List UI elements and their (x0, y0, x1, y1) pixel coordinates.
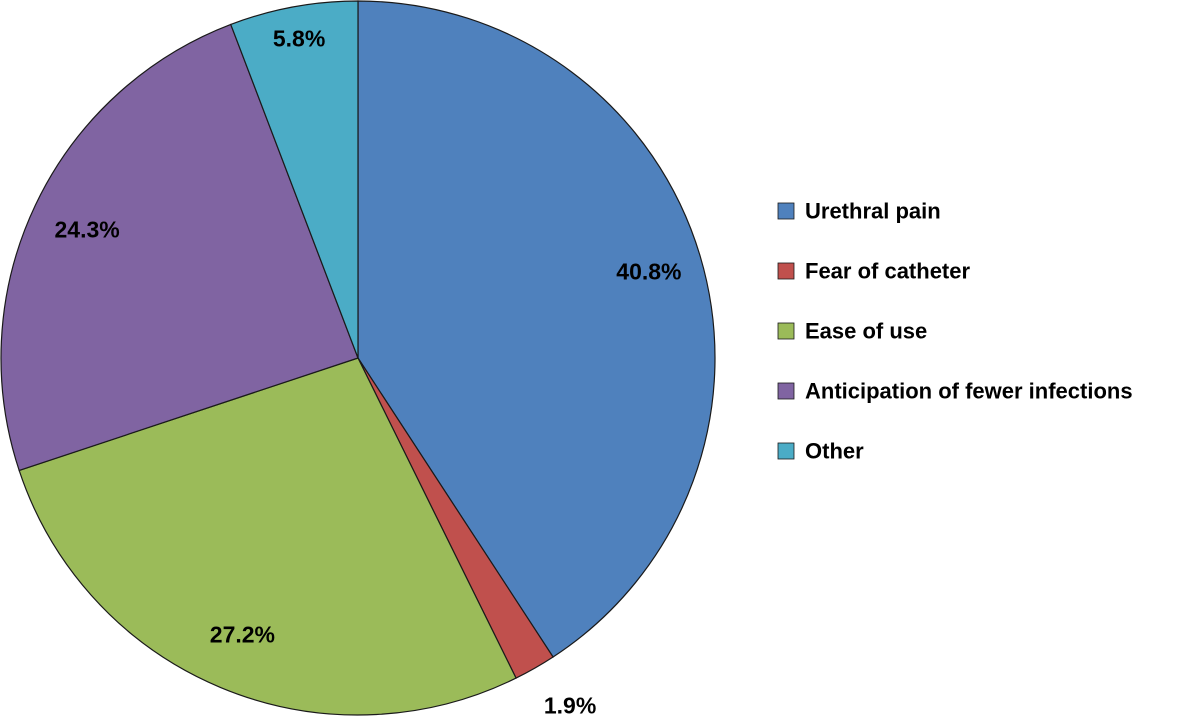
legend-swatch (777, 382, 795, 400)
legend-swatch (777, 202, 795, 220)
pie-slice-other (229, 0, 359, 359)
pie-slice-urethral-pain (357, 0, 716, 658)
legend-swatch (777, 442, 795, 460)
legend-label: Anticipation of fewer infections (805, 379, 1133, 404)
data-label-urethral-pain: 40.8% (616, 259, 681, 285)
legend: Urethral pain Fear of catheter Ease of use… (777, 199, 1133, 464)
data-label-other: 5.8% (273, 26, 325, 52)
pie-slices (0, 0, 716, 716)
legend-item-urethral-pain: Urethral pain (777, 199, 941, 224)
pie-slice-anticipation-of-fewer-infections (0, 23, 359, 472)
legend-swatch (777, 262, 795, 280)
data-label-fear-of-catheter: 1.9% (544, 692, 596, 718)
legend-swatch (777, 322, 795, 340)
pie-slice-ease-of-use (18, 357, 517, 716)
legend-label: Other (805, 439, 864, 464)
legend-label: Ease of use (805, 319, 927, 344)
data-label-anticipation-of-fewer-infections: 24.3% (54, 217, 119, 243)
legend-item-fear-of-catheter: Fear of catheter (777, 259, 970, 284)
data-label-ease-of-use: 27.2% (210, 622, 275, 648)
legend-item-anticipation-of-fewer-infections: Anticipation of fewer infections (777, 379, 1133, 404)
pie-data-labels: 40.8% 1.9% 27.2% 24.3% 5.8% (54, 26, 681, 718)
legend-label: Urethral pain (805, 199, 941, 224)
legend-item-ease-of-use: Ease of use (777, 319, 927, 344)
legend-label: Fear of catheter (805, 259, 970, 284)
legend-item-other: Other (777, 439, 864, 464)
